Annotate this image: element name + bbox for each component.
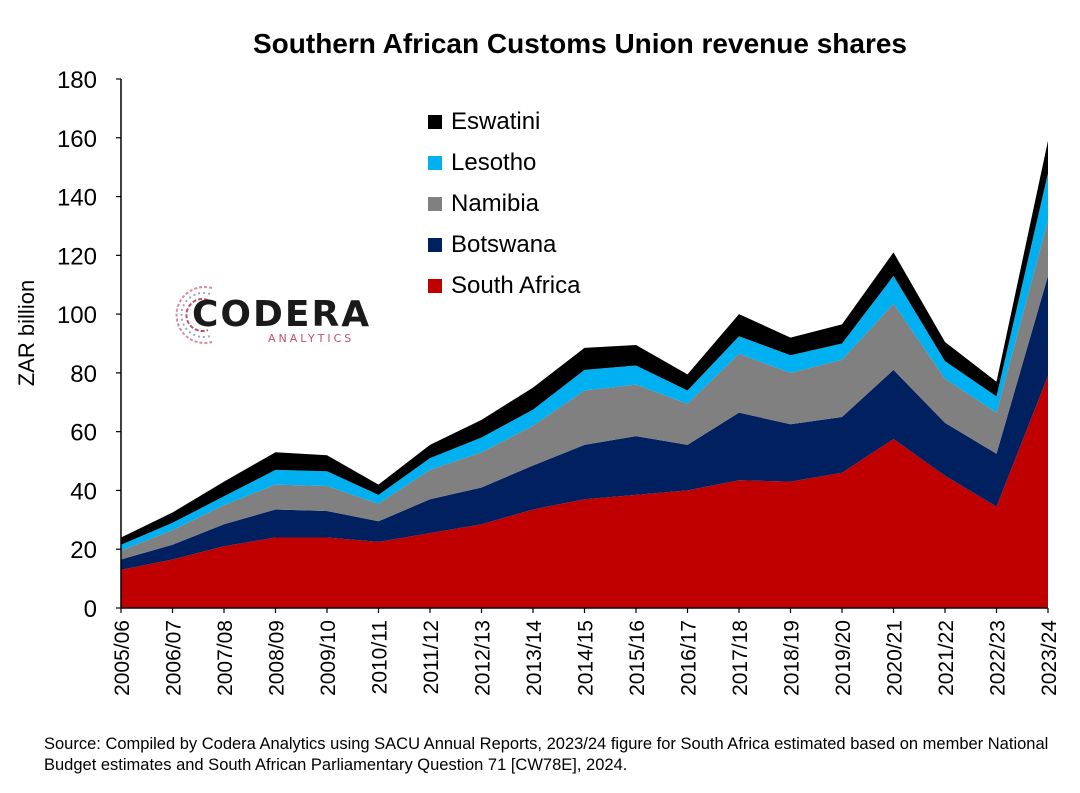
y-tick-label: 140 [57, 185, 97, 212]
x-tick-label: 2015/16 [626, 620, 649, 696]
x-tick-label: 2005/06 [111, 620, 134, 696]
chart-title: Southern African Customs Union revenue s… [253, 28, 907, 59]
y-tick-label: 20 [70, 537, 97, 564]
area-series-namibia [121, 220, 1048, 560]
y-tick-label: 180 [57, 67, 97, 94]
legend-label: South Africa [451, 272, 581, 299]
x-tick-label: 2017/18 [729, 620, 752, 696]
codera-logo: CODERA ANALYTICS [172, 280, 372, 350]
x-tick-label: 2012/13 [472, 620, 495, 696]
x-tick-label: 2019/20 [832, 620, 855, 696]
legend-label: Namibia [451, 190, 540, 217]
legend-swatch [428, 115, 442, 129]
y-tick-label: 160 [57, 126, 97, 153]
legend-label: Eswatini [451, 108, 540, 135]
x-tick-label: 2009/10 [317, 620, 340, 696]
x-tick-label: 2020/21 [884, 620, 907, 696]
x-tick-label: 2013/14 [523, 620, 546, 696]
y-tick-label: 120 [57, 243, 97, 270]
y-axis-label: ZAR billion [14, 280, 39, 386]
area-series-botswana [121, 275, 1048, 570]
x-tick-label: 2023/24 [1038, 620, 1061, 696]
x-tick-label: 2014/15 [575, 620, 598, 696]
legend-label: Botswana [451, 231, 557, 258]
legend-label: Lesotho [451, 149, 536, 176]
y-tick-label: 40 [70, 478, 97, 505]
source-note: Source: Compiled by Codera Analytics usi… [44, 735, 1049, 774]
x-tick-label: 2006/07 [163, 620, 186, 696]
legend-swatch [428, 156, 442, 170]
x-tick-label: 2022/23 [987, 620, 1010, 696]
logo-mark-icon [175, 286, 213, 344]
x-tick-label: 2018/19 [781, 620, 804, 696]
y-tick-label: 100 [57, 302, 97, 329]
legend-swatch [428, 238, 442, 252]
legend-swatch [428, 197, 442, 211]
x-tick-label: 2021/22 [935, 620, 958, 696]
x-tick-label: 2007/08 [214, 620, 237, 696]
x-tick-label: 2011/12 [420, 620, 443, 694]
x-tick-label: 2010/11 [369, 620, 392, 694]
y-tick-label: 60 [70, 420, 97, 447]
y-tick-label: 0 [84, 596, 97, 623]
x-tick-label: 2008/09 [266, 620, 289, 696]
logo-subtext: ANALYTICS [268, 332, 355, 345]
area-series-south-africa [121, 375, 1048, 608]
x-tick-label: 2016/17 [678, 620, 701, 696]
logo-wordmark: CODERA [192, 294, 372, 335]
legend-swatch [428, 279, 442, 293]
y-tick-label: 80 [70, 361, 97, 388]
